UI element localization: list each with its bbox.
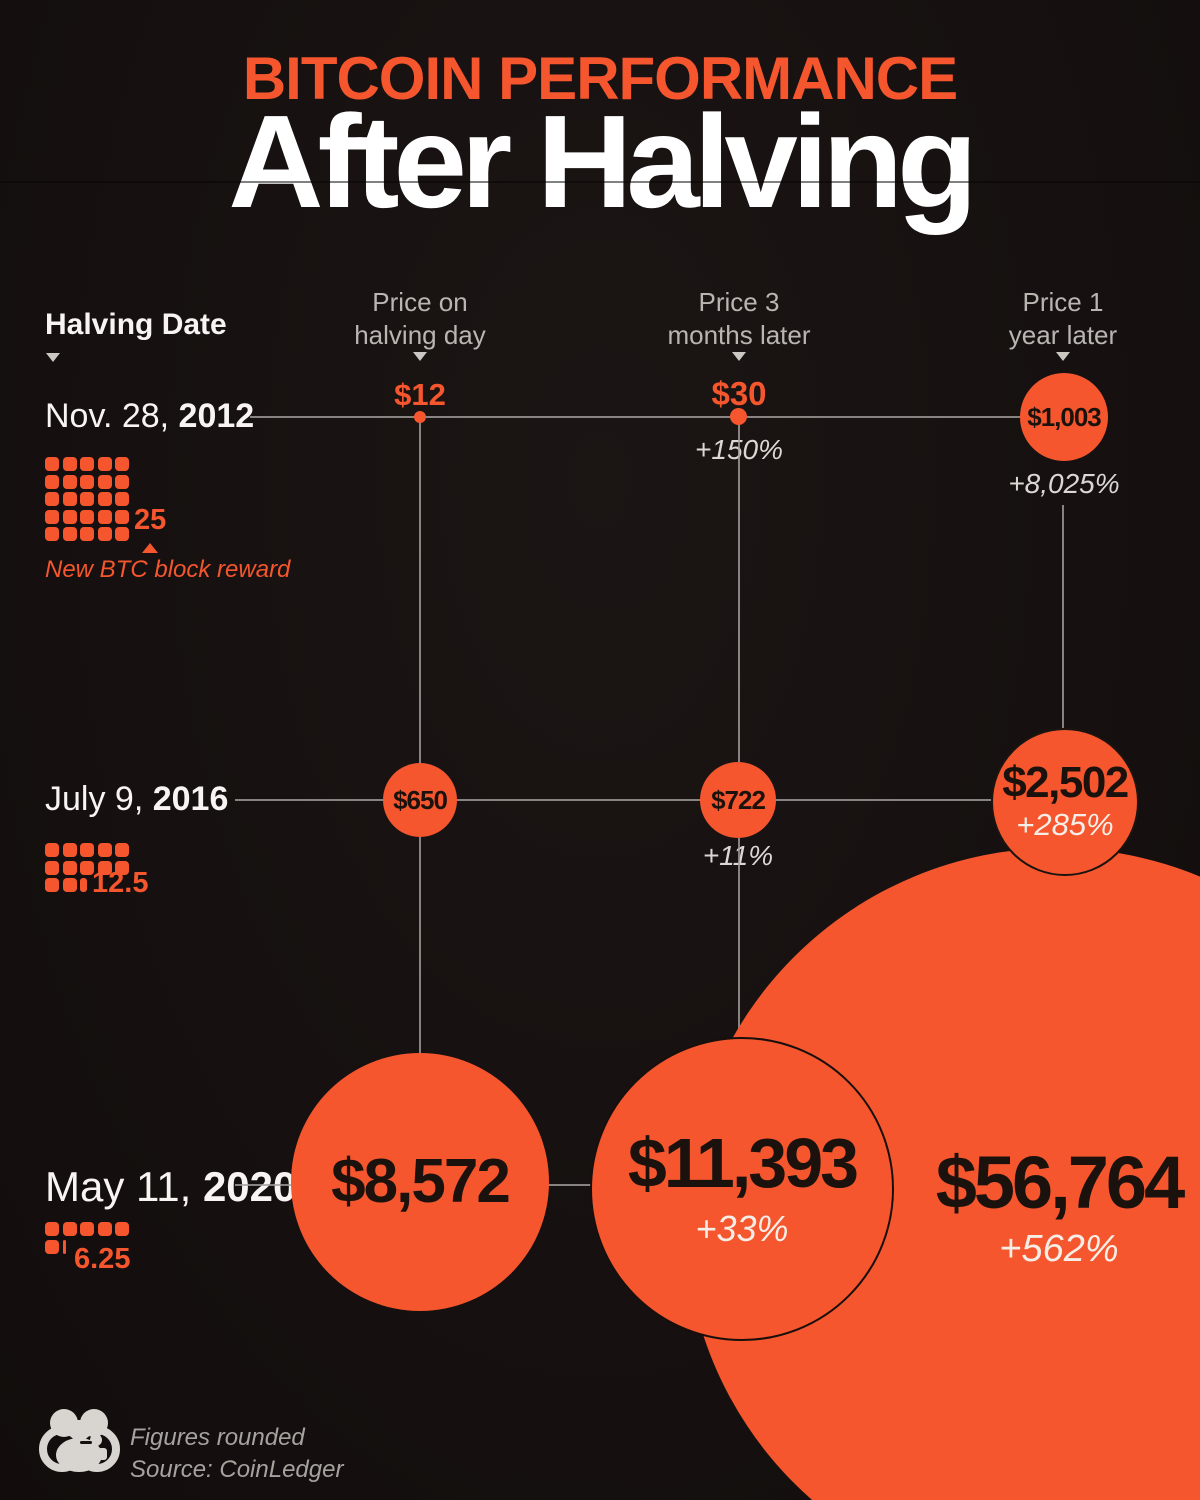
row-label-2012: Nov. 28, 2012 (45, 397, 255, 435)
header-price-3-months: Price 3 months later (667, 287, 811, 350)
grid-line-col1-a (419, 417, 421, 763)
down-triangle-icon (732, 352, 746, 361)
block-reward-grid-2020 (45, 1222, 129, 1257)
piggy-binoculars-logo-icon (39, 1409, 120, 1472)
header-price-halving-day: Price on halving day (354, 287, 486, 350)
footer-notes: Figures rounded Source: CoinLedger (130, 1422, 343, 1486)
block-reward-annotation: New BTC block reward (45, 556, 291, 583)
change-2016-3mo: +11% (702, 840, 774, 871)
price-2012-1yr: $1,003 (1027, 402, 1102, 432)
price-2012-day: $12 (394, 377, 446, 412)
grid-line-col3-a (1062, 505, 1064, 728)
price-2020-1yr: $56,764 (935, 1141, 1186, 1224)
change-2020-1yr: +562% (999, 1228, 1119, 1270)
up-triangle-icon (142, 543, 158, 553)
bubble-2016-1yr: $2,502 +285% (991, 728, 1139, 876)
page-title: After Halving (228, 88, 977, 235)
change-2012-1yr: +8,025% (1008, 468, 1120, 499)
grid-line-col1-b (419, 837, 421, 1053)
block-reward-value-2012: 25 (134, 504, 167, 536)
bubble-2012-day (414, 411, 426, 423)
title-strike-line (0, 181, 1200, 183)
footer-source: Source: CoinLedger (130, 1456, 344, 1483)
grid-line-row-2016 (235, 799, 991, 801)
bubble-2012-3mo (730, 408, 747, 425)
down-triangle-icon (46, 353, 60, 362)
price-2016-day: $650 (393, 785, 448, 815)
grid-line-col2-b (738, 838, 740, 1037)
change-2020-3mo: +33% (695, 1208, 789, 1249)
block-reward-value-2020: 6.25 (74, 1243, 131, 1275)
bubble-2020-3mo: $11,393 +33% (590, 1037, 894, 1341)
header-halving-date: Halving Date (45, 308, 227, 341)
down-triangle-icon (413, 352, 427, 361)
grid-line-row-2012 (250, 416, 1020, 418)
change-2016-1yr: +285% (1016, 807, 1114, 842)
price-2012-3mo: $30 (711, 375, 767, 412)
bubble-2016-day: $650 (383, 763, 457, 837)
bubble-2020-1yr-text: $56,764 +562% (909, 1146, 1200, 1271)
block-reward-grid-2012 (45, 457, 129, 545)
grid-line-col2-a (738, 417, 740, 762)
title-kicker: BITCOIN PERFORMANCE (242, 45, 958, 112)
price-2016-3mo: $722 (711, 785, 766, 815)
block-reward-grid-2016 (45, 843, 129, 896)
bubble-2020-day: $8,572 (291, 1053, 549, 1311)
footer-figures-rounded: Figures rounded (130, 1424, 305, 1451)
bubble-2016-3mo: $722 (700, 762, 776, 838)
grid-line-row-2020 (235, 1184, 895, 1186)
price-2020-3mo: $11,393 (627, 1124, 859, 1202)
bubble-2012-1yr: $1,003 (1020, 373, 1108, 461)
price-2016-1yr: $2,502 (1002, 758, 1129, 807)
header-price-1-year: Price 1 year later (1008, 287, 1118, 350)
block-reward-value-2016: 12.5 (92, 867, 149, 899)
price-2020-day: $8,572 (331, 1147, 511, 1216)
row-label-2016: July 9, 2016 (45, 780, 229, 818)
down-triangle-icon (1056, 352, 1070, 361)
row-label-2020: May 11, 2020 (45, 1163, 297, 1210)
